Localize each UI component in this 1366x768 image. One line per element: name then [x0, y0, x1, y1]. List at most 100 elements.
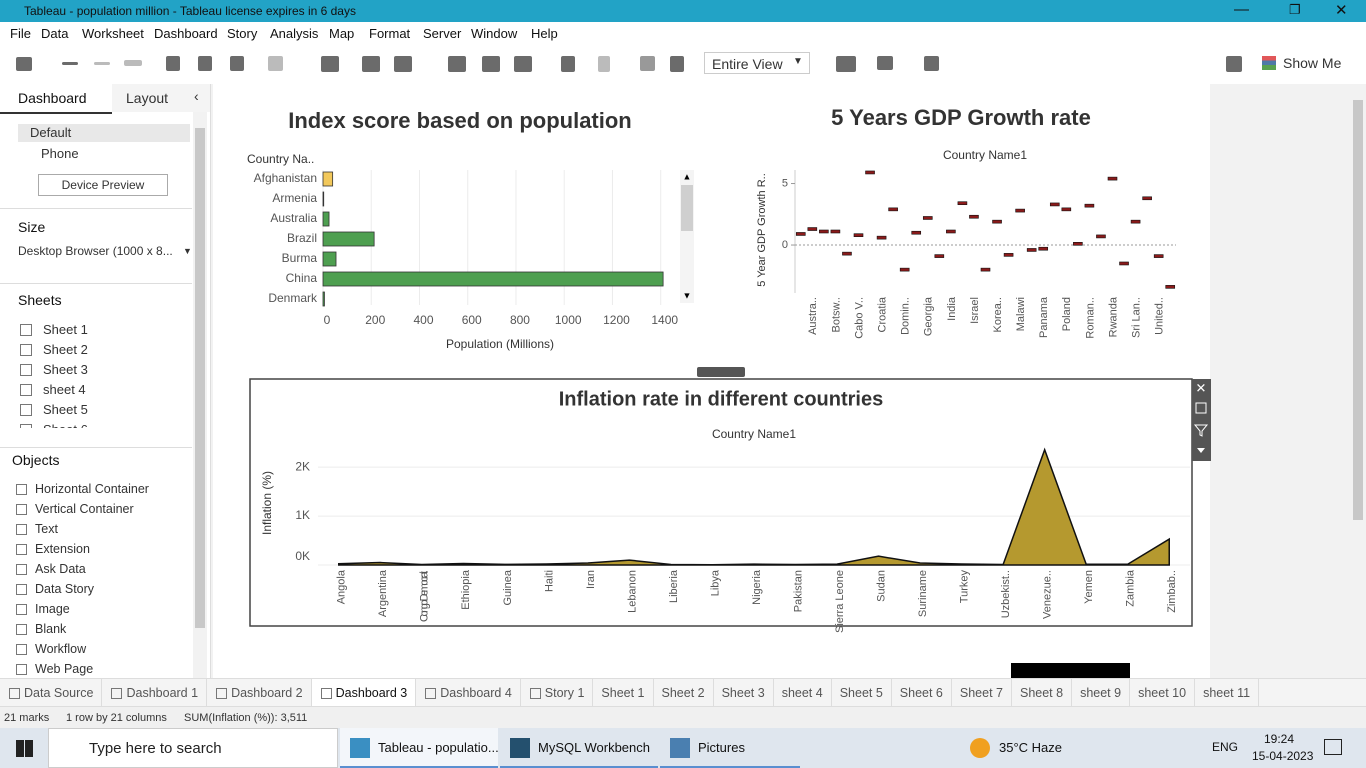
fit-value: Entire View: [712, 56, 783, 72]
object-icon: [16, 584, 27, 595]
dash-mark: [1049, 202, 1060, 207]
area: [338, 447, 1170, 566]
menu-item[interactable]: Window: [471, 26, 518, 41]
x-tick-label: 0: [324, 313, 331, 327]
menu-item[interactable]: Data: [41, 26, 69, 41]
fit-dropdown[interactable]: Entire View ▼: [704, 52, 810, 74]
category-label: Suriname: [917, 570, 929, 617]
sheet-tab[interactable]: Story 1: [521, 679, 594, 706]
category-label: Ethiopia: [460, 569, 472, 610]
menu-item[interactable]: Analysis: [270, 26, 319, 41]
category-label: India: [946, 296, 958, 321]
dash-mark: [934, 254, 945, 258]
chart-title: Index score based on population: [288, 108, 632, 133]
sheet-tab[interactable]: Sheet 3: [714, 679, 774, 706]
device-default[interactable]: Default: [18, 124, 190, 142]
tab-layout[interactable]: Layout ‹: [112, 84, 210, 112]
restore[interactable]: ❐: [1289, 2, 1301, 17]
sheet-tab[interactable]: Sheet 1: [593, 679, 654, 706]
sheet-tab[interactable]: sheet 9: [1072, 679, 1131, 706]
category-label: Panama: [1038, 296, 1050, 338]
menu-item[interactable]: Worksheet: [82, 26, 144, 41]
sheet-icon: [20, 324, 32, 336]
language[interactable]: ENG: [1212, 740, 1239, 754]
tab-icon: [529, 688, 541, 699]
dash-mark: [1130, 219, 1141, 224]
tab-dashboard[interactable]: Dashboard: [0, 84, 112, 114]
bar: [322, 211, 330, 227]
sheet-name: Sheet 3: [43, 362, 88, 377]
menu-item[interactable]: Map: [329, 26, 355, 41]
menu-item[interactable]: File: [10, 26, 31, 41]
category-label: China: [286, 271, 318, 285]
object-icon: [16, 484, 27, 495]
weather[interactable]: 35°C Haze: [999, 740, 1063, 755]
category-label: Liberia: [668, 569, 680, 603]
sheet-tab[interactable]: sheet 11: [1195, 679, 1260, 706]
sheet-tab[interactable]: sheet 10: [1130, 679, 1196, 706]
category-label: Angola: [336, 569, 348, 604]
category-label: Pakistan: [792, 570, 804, 612]
size-heading: Size: [18, 219, 46, 235]
search-box[interactable]: Type here to search: [48, 728, 338, 768]
sheet-tab[interactable]: Sheet 7: [952, 679, 1012, 706]
object-name: Ask Data: [35, 562, 86, 576]
menu-item[interactable]: Help: [531, 26, 558, 41]
device-preview-button[interactable]: Device Preview: [38, 174, 168, 196]
menu-item[interactable]: Dashboard: [154, 26, 218, 41]
sheet-tab[interactable]: Data Source: [0, 679, 103, 706]
canvas-scrollbar[interactable]: [1350, 84, 1366, 678]
show-me[interactable]: Show Me: [1283, 55, 1342, 71]
taskbar-app[interactable]: Tableau - populatio...: [340, 728, 499, 768]
window-title: Tableau - population million - Tableau l…: [24, 4, 356, 18]
svg-text:▼: ▼: [683, 290, 692, 300]
category-label: Roman..: [1084, 297, 1096, 339]
device-phone[interactable]: Phone: [41, 146, 79, 161]
start-button[interactable]: [16, 740, 33, 757]
sheet-tab[interactable]: Dashboard 3: [311, 679, 417, 708]
category-label: Brazil: [287, 231, 317, 245]
tab-name: Sheet 2: [661, 685, 705, 700]
category-label: Turkey: [959, 570, 971, 604]
canvas: [211, 84, 1350, 678]
menu-item[interactable]: Format: [369, 26, 411, 41]
minimize[interactable]: —: [1234, 1, 1249, 18]
category-label: Armenia: [272, 191, 317, 205]
sheet-tab[interactable]: Sheet 5: [832, 679, 892, 706]
sheet-tab[interactable]: Dashboard 4: [416, 679, 521, 706]
dash-mark: [853, 233, 864, 237]
menu-item[interactable]: Story: [227, 26, 258, 41]
sheet-name: Sheet 2: [43, 342, 88, 357]
tab-icon: [425, 688, 437, 699]
sheet-tab[interactable]: Dashboard 1: [102, 679, 208, 706]
clock-time: 19:24: [1264, 732, 1295, 746]
app-icon: [350, 738, 370, 758]
dash-mark: [911, 230, 922, 235]
device-label: Default: [30, 125, 72, 140]
taskbar-app[interactable]: MySQL Workbench: [500, 728, 658, 768]
dash-mark: [1107, 176, 1118, 181]
row-header: Country Na..: [247, 152, 314, 166]
notifications[interactable]: [1324, 739, 1342, 755]
dash-mark: [1073, 242, 1083, 246]
side-scrollbar[interactable]: [193, 112, 207, 678]
tab-label: Layout: [126, 90, 169, 106]
close[interactable]: ✕: [1335, 2, 1348, 19]
object-name: Workflow: [35, 642, 87, 656]
menu-item[interactable]: Server: [423, 26, 462, 41]
sheet-tab[interactable]: Sheet 2: [654, 679, 714, 706]
category-label: Sri Lan..: [1130, 297, 1142, 338]
category-label: Nigeria: [751, 569, 763, 605]
taskbar-app[interactable]: Pictures: [660, 728, 800, 768]
sheet-tab[interactable]: Sheet 6: [892, 679, 952, 706]
chart-title: 5 Years GDP Growth rate: [831, 105, 1091, 130]
sheet-tab[interactable]: sheet 4: [774, 679, 832, 706]
dash-mark: [795, 232, 806, 236]
size-value[interactable]: Desktop Browser (1000 x 8...: [18, 244, 173, 258]
object-icon: [16, 504, 27, 515]
sheet-icon: [20, 404, 32, 416]
category-label: Poland: [1061, 297, 1073, 331]
sheet-tab[interactable]: Dashboard 2: [207, 679, 312, 706]
sheet-tab[interactable]: Sheet 8: [1012, 679, 1073, 706]
side-panel: Dashboard Layout ‹ Default Phone Device P…: [0, 84, 211, 678]
